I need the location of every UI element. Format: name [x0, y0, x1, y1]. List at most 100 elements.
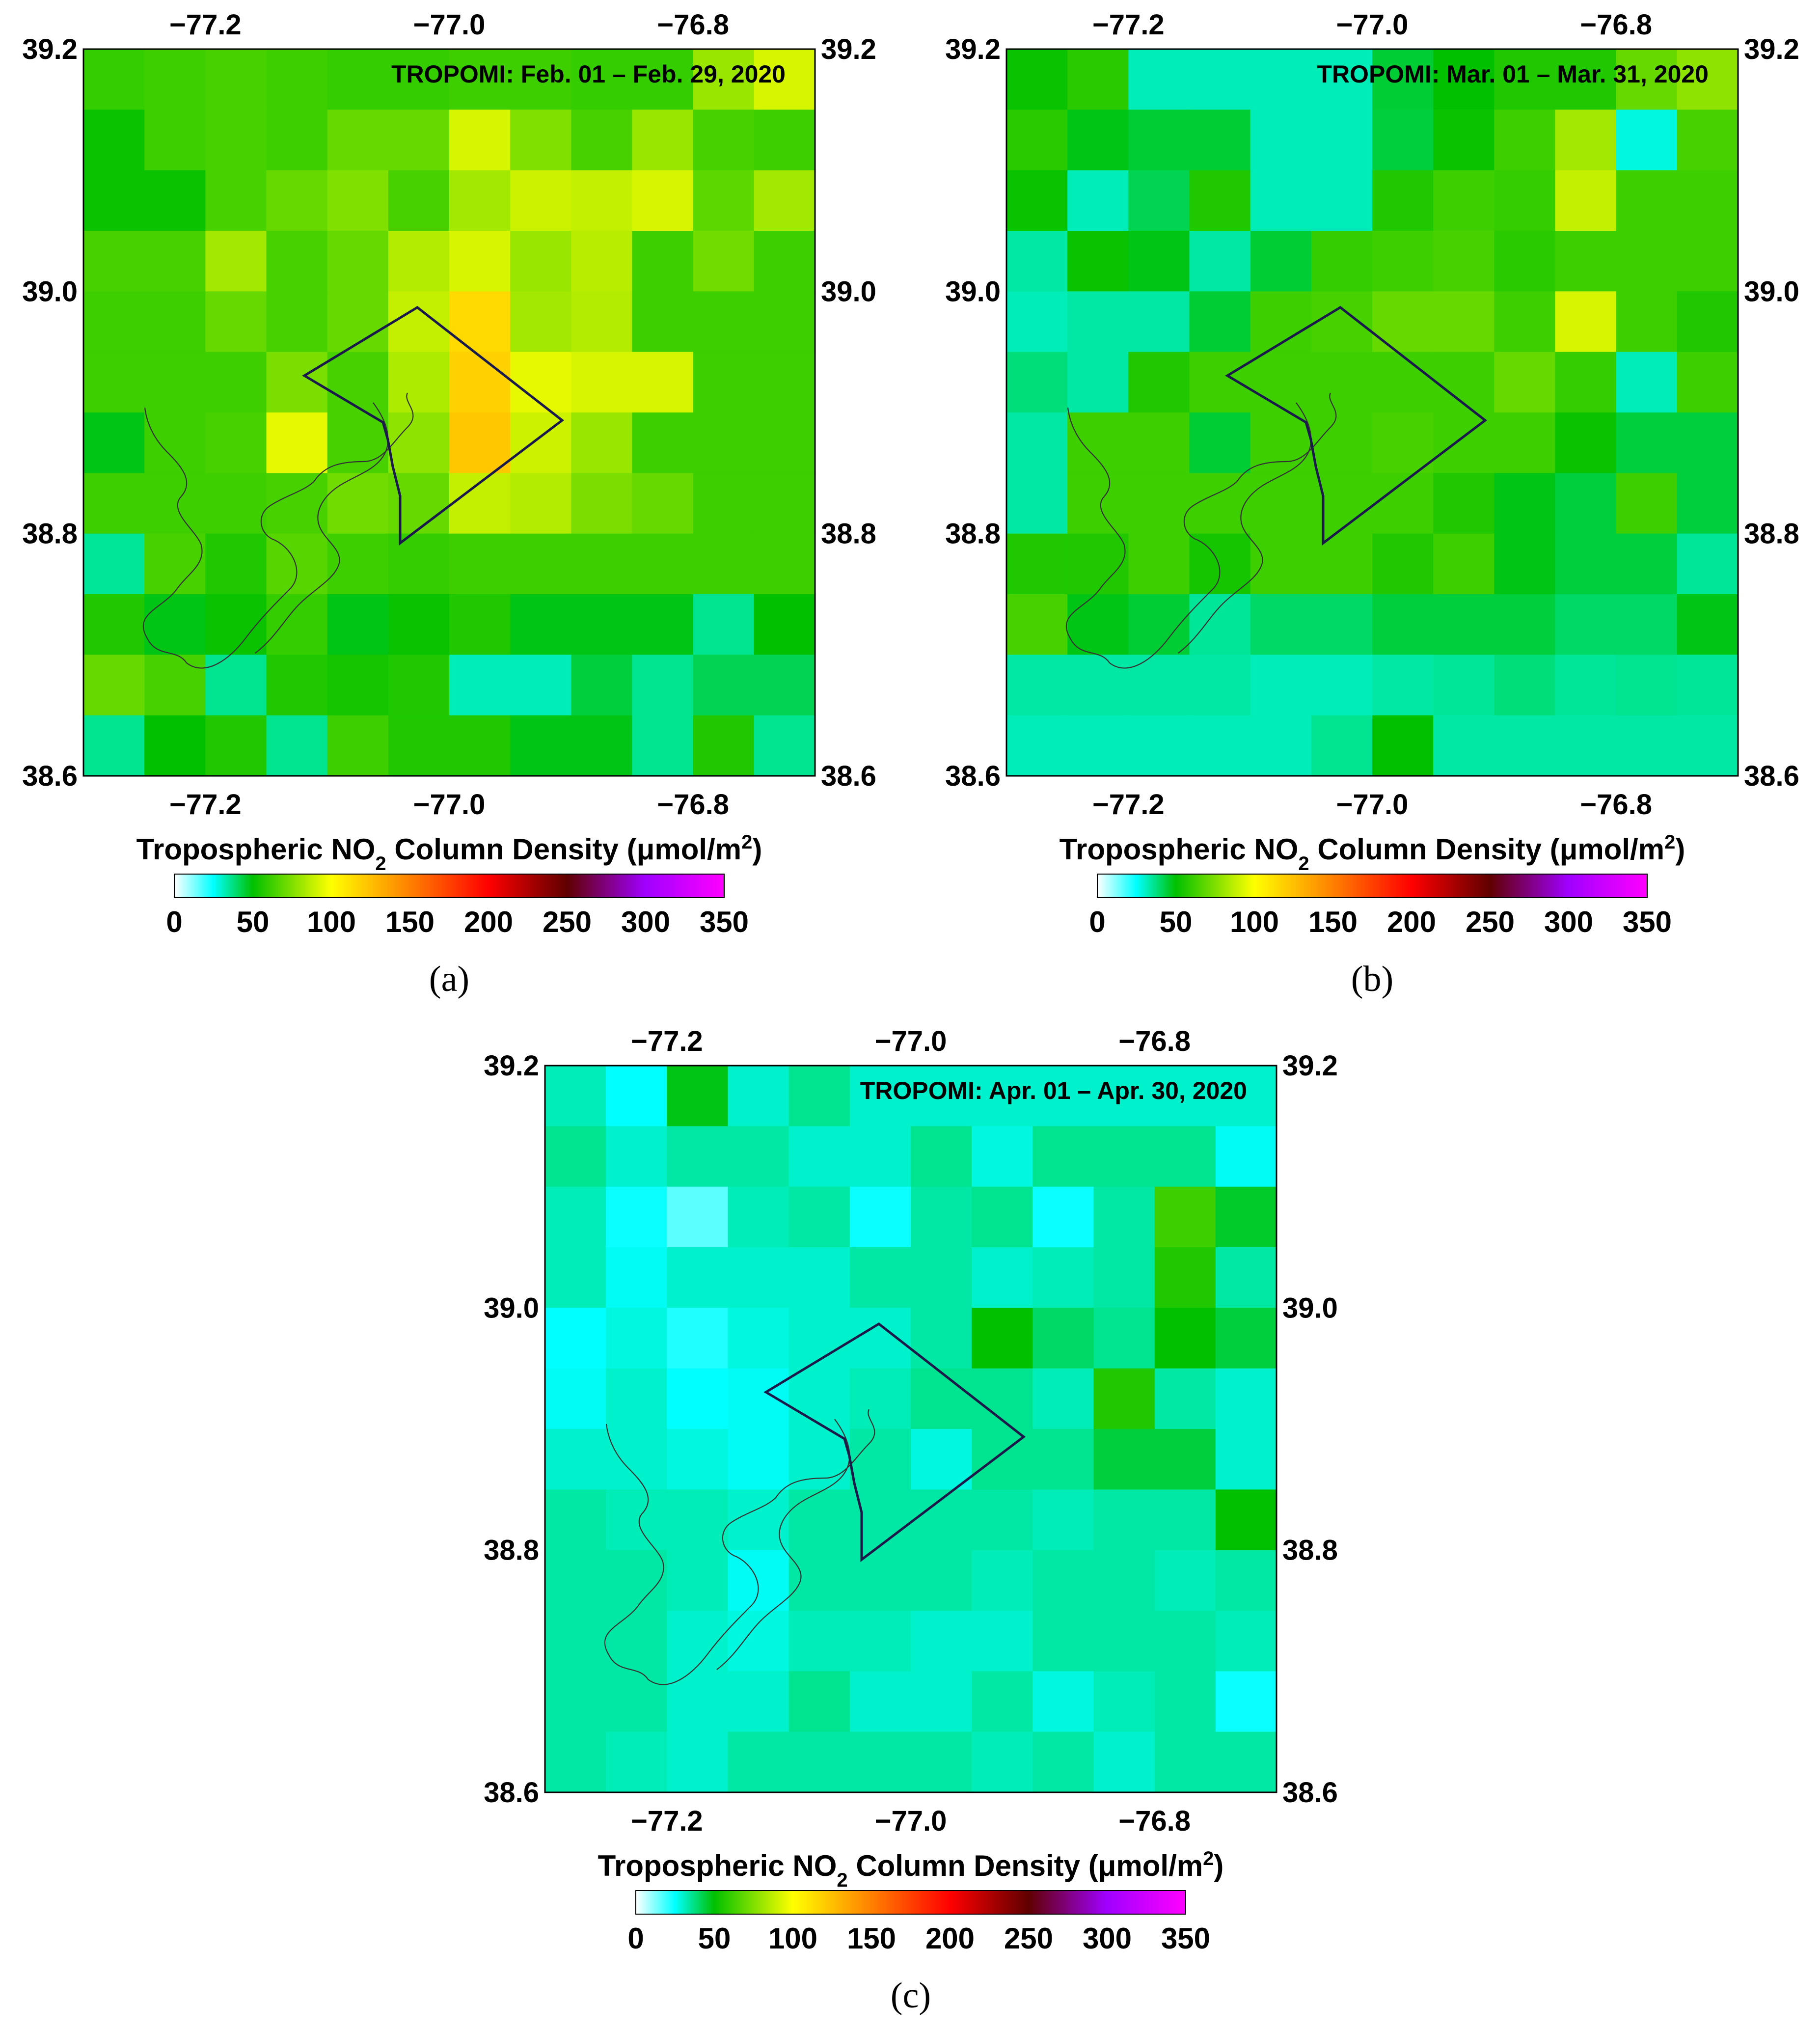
heatmap-cell — [1093, 1611, 1155, 1672]
heatmap-cell — [327, 655, 389, 716]
heatmap-cell — [1154, 1126, 1216, 1187]
lon-tick-top-1: −77.2 — [1092, 9, 1165, 41]
heatmap-cell — [1154, 1489, 1216, 1551]
panel-a-svg: −77.2 −77.0 −76.8 −77.2 −77.0 −76.8 39.2… — [22, 9, 876, 999]
heatmap-cell — [1215, 1671, 1277, 1732]
heatmap-cell — [693, 715, 755, 776]
heatmap-cell — [606, 1368, 667, 1429]
heatmap-cell — [1093, 1247, 1155, 1308]
colorbar-tick: 50 — [698, 1922, 731, 1955]
potomac-river-inner — [255, 402, 389, 654]
heatmap-cell — [849, 1247, 911, 1308]
lat-ticks-left: 39.2 39.0 38.8 38.6 — [22, 33, 78, 792]
heatmap-cell — [972, 1611, 1033, 1672]
colorbar-title: Tropospheric NO2 Column Density (μmol/m2… — [136, 831, 762, 875]
colorbar-tick: 0 — [1089, 906, 1105, 938]
heatmap-cell — [606, 1489, 667, 1551]
heatmap-cell — [632, 594, 694, 655]
heatmap-cell — [388, 594, 450, 655]
heatmap-cell — [449, 594, 511, 655]
heatmap-cell — [1093, 1126, 1155, 1187]
lat-tick-right-1: 39.2 — [1744, 33, 1799, 65]
heatmap-cell — [693, 352, 755, 413]
map-overlay — [142, 305, 565, 669]
heatmap-cell — [1189, 110, 1251, 171]
heatmap-cell — [632, 170, 694, 231]
heatmap-cell — [1555, 170, 1617, 231]
heatmap-cell — [1006, 352, 1068, 413]
heatmap-cell — [754, 231, 815, 292]
heatmap-cell — [972, 1126, 1033, 1187]
heatmap-cell — [1093, 1550, 1155, 1611]
heatmap-cell — [1555, 231, 1617, 292]
heatmap-cell — [144, 231, 206, 292]
heatmap-cell — [849, 1186, 911, 1248]
heatmap-cell — [1433, 533, 1494, 595]
heatmap-cell — [1006, 655, 1068, 716]
heatmap-cell — [788, 1186, 850, 1248]
heatmap-cell — [388, 473, 450, 534]
heatmap-cell — [545, 1066, 606, 1126]
colorbar-title: Tropospheric NO2 Column Density (μmol/m2… — [1059, 831, 1685, 875]
heatmap-cell — [606, 1429, 667, 1490]
lat-ticks-right: 39.2 39.0 38.8 38.6 — [1282, 1050, 1338, 1809]
colorbar-tick: 250 — [543, 906, 592, 938]
heatmap-cell — [728, 1247, 789, 1308]
heatmap-cell — [911, 1066, 972, 1126]
lat-tick-right-4: 38.6 — [821, 760, 876, 792]
heatmap-cell — [144, 412, 206, 473]
heatmap-cell — [1154, 1731, 1216, 1793]
lat-tick-left-2: 39.0 — [22, 275, 78, 307]
heatmap-cell — [1250, 231, 1312, 292]
heatmap-cell — [728, 1611, 789, 1672]
colorbar-tick: 300 — [1083, 1922, 1132, 1955]
heatmap-cell — [788, 1489, 850, 1551]
heatmap-cell — [1616, 352, 1678, 413]
heatmap-cell — [266, 594, 328, 655]
heatmap-cell — [667, 1186, 729, 1248]
colorbar-tick: 350 — [1623, 906, 1672, 938]
heatmap-cell — [1006, 412, 1068, 473]
heatmap-cell — [1250, 473, 1312, 534]
heatmap-cell — [83, 170, 145, 231]
potomac-river-outline — [604, 1409, 875, 1685]
heatmap-cell — [1616, 594, 1678, 655]
map-frame — [82, 48, 816, 777]
heatmap-cell — [1250, 170, 1312, 231]
lat-tick-left-4: 38.6 — [22, 760, 78, 792]
heatmap-cell — [1494, 655, 1556, 716]
heatmap-cell — [849, 1550, 911, 1611]
heatmap-cell — [266, 170, 328, 231]
heatmap-cell — [1128, 49, 1190, 110]
heatmap-cell — [788, 1247, 850, 1308]
heatmap-cell — [327, 352, 389, 413]
lat-tick-left-2: 39.0 — [945, 275, 1001, 307]
heatmap-cell — [83, 49, 145, 110]
heatmap-cell — [205, 715, 267, 776]
heatmap-cell — [510, 655, 571, 716]
potomac-river-outline — [142, 392, 414, 669]
heatmap-cell — [388, 49, 450, 110]
heatmap-cell — [728, 1731, 789, 1793]
heatmap-cell — [1372, 110, 1434, 171]
heatmap-cell — [1250, 412, 1312, 473]
heatmap-cell — [911, 1186, 972, 1248]
heatmap-cell — [571, 231, 633, 292]
lat-tick-left-3: 38.8 — [22, 518, 78, 550]
panel-title: TROPOMI: Mar. 01 – Mar. 31, 2020 — [1317, 60, 1709, 88]
heatmap-cell — [449, 655, 511, 716]
heatmap-cell — [266, 533, 328, 595]
heatmap-cell — [606, 1126, 667, 1187]
heatmap-cell — [606, 1550, 667, 1611]
heatmap-cell — [1311, 594, 1373, 655]
heatmap-cell — [545, 1489, 606, 1551]
heatmap-cell — [632, 352, 694, 413]
lat-tick-right-4: 38.6 — [1282, 1777, 1338, 1809]
heatmap-cell — [1093, 1186, 1155, 1248]
heatmap-cell — [1154, 1611, 1216, 1672]
heatmap-cell — [849, 1368, 911, 1429]
heatmap-cell — [327, 715, 389, 776]
heatmap-cell — [1555, 110, 1617, 171]
heatmap-cell — [1154, 1368, 1216, 1429]
heatmap-cell — [1215, 1066, 1277, 1126]
